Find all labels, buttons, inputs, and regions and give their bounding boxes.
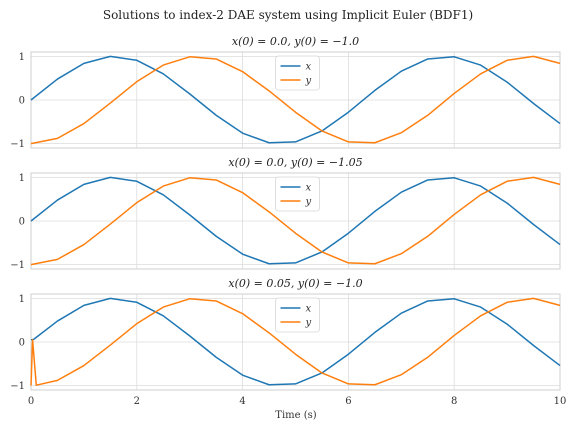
subplot-title: x(0) = 0.0, y(0) = −1.05 <box>228 156 362 169</box>
series-line-y <box>30 176 561 266</box>
y-tick-label: 0 <box>19 96 25 107</box>
subplot-1: −1 0 1 x(0) = 0.0, y(0) = −1.0 xy <box>10 35 561 150</box>
legend-label-y: y <box>305 197 312 208</box>
subplot-2: −1 0 1 x(0) = 0.0, y(0) = −1.05 xy <box>10 156 561 271</box>
legend-box <box>275 297 320 333</box>
x-tick-label: 8 <box>451 396 457 407</box>
legend: xy <box>275 176 320 212</box>
series-line-x <box>30 176 561 265</box>
y-tick-label: 0 <box>19 217 25 228</box>
series-line-x <box>30 297 561 386</box>
x-tick-label: 6 <box>345 396 351 407</box>
y-tick-label: 0 <box>19 338 25 349</box>
x-tick-label: 0 <box>28 396 34 407</box>
x-axis-label: Time (s) <box>275 410 316 421</box>
legend-box <box>275 55 320 91</box>
y-tick-label: −1 <box>10 139 25 150</box>
legend: xy <box>275 55 320 91</box>
subplot-title: x(0) = 0.05, y(0) = −1.0 <box>228 277 362 290</box>
series-line-y <box>30 55 561 145</box>
y-tick-label: 1 <box>19 294 25 305</box>
x-tick-label: 2 <box>134 396 140 407</box>
legend-label-x: x <box>306 62 312 73</box>
x-tick-label: 10 <box>554 396 567 407</box>
legend-label-y: y <box>305 318 312 329</box>
legend-label-x: x <box>306 183 312 194</box>
y-tick-label: 1 <box>19 52 25 63</box>
plot-frame <box>30 293 561 391</box>
subplot-title: x(0) = 0.0, y(0) = −1.0 <box>232 35 359 48</box>
series-line-x <box>30 55 561 144</box>
figure-title: Solutions to index-2 DAE system using Im… <box>103 8 473 22</box>
series-line-y <box>30 297 561 386</box>
legend-label-y: y <box>305 76 312 87</box>
y-tick-label: 1 <box>19 173 25 184</box>
x-tick-label: 4 <box>239 396 245 407</box>
legend-label-x: x <box>306 304 312 315</box>
y-tick-label: −1 <box>10 260 25 271</box>
y-tick-label: −1 <box>10 381 25 392</box>
legend: xy <box>275 297 320 333</box>
legend-box <box>275 176 320 212</box>
